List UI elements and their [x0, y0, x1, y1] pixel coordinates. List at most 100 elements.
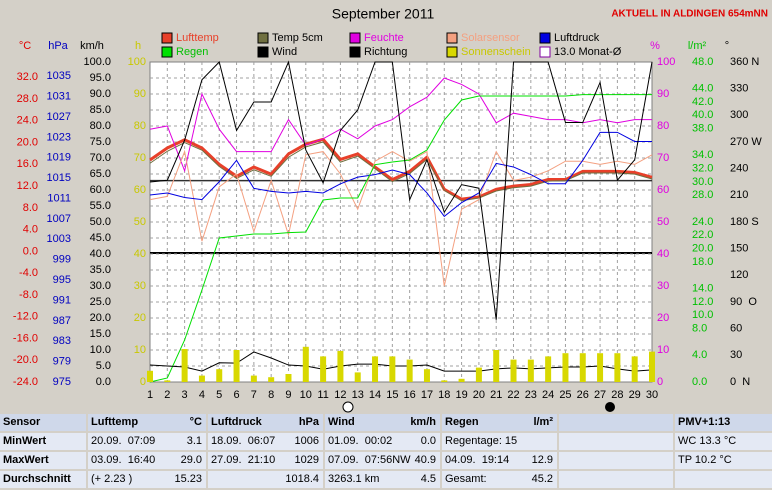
legend-label: Lufttemp	[176, 32, 219, 44]
cell-text: 45.2	[531, 473, 553, 485]
tick-label: 180 S	[730, 216, 759, 228]
x-tick-label: 11	[317, 389, 328, 401]
tick-label: 14.0	[692, 283, 713, 295]
tick-label: 5.0	[96, 360, 111, 372]
cell-text: 29.0	[180, 454, 202, 466]
tick-label: 90	[134, 88, 146, 100]
cell: 3263.1 km 4.5	[325, 471, 440, 488]
cell-text: 4.5	[420, 473, 436, 485]
cell	[675, 471, 772, 488]
legend-label: Temp 5cm	[272, 32, 323, 44]
cell: Luftdruck hPa	[208, 414, 323, 431]
tick-label: 70	[134, 152, 146, 164]
line	[149, 131, 652, 218]
cell-text: 1018.4	[285, 473, 319, 485]
cell-text: Lufttemp	[91, 416, 139, 428]
tick-label: 983	[53, 335, 71, 347]
tick-label: 80	[134, 120, 146, 132]
cell-text: 1006	[294, 435, 319, 447]
tick-label: 0.0	[96, 376, 111, 388]
tick-label: 60	[657, 184, 669, 196]
cell: 01.09. 00:02 0.0	[325, 433, 440, 450]
bar	[441, 380, 448, 382]
bar	[216, 369, 223, 382]
row-label: Durchschnitt	[0, 471, 86, 488]
tick-label: 0	[657, 376, 663, 388]
x-tick-label: 3	[182, 389, 188, 401]
cell: Lufttemp °C	[88, 414, 206, 431]
tick-label: 40.0	[90, 248, 111, 260]
tick-label: 991	[53, 294, 71, 306]
legend-label: Feuchte	[364, 32, 404, 44]
bar	[268, 377, 275, 382]
bar	[614, 353, 621, 382]
tick-label: 60	[730, 323, 742, 335]
x-tick-label: 23	[525, 389, 537, 401]
cell-unit: °C	[189, 416, 202, 428]
cell	[559, 471, 673, 488]
tick-label: 1007	[47, 213, 71, 225]
tick-label: 12.0	[692, 296, 713, 308]
x-tick-label: 4	[199, 389, 205, 401]
cell	[559, 433, 673, 450]
tick-label: 1015	[47, 172, 71, 184]
legend-swatch	[349, 46, 361, 58]
cell-text: 40.9	[414, 454, 436, 466]
tick-label: 20	[134, 312, 146, 324]
legend-label: Richtung	[364, 46, 407, 58]
x-tick-label: 28	[611, 389, 623, 401]
tick-label: 979	[53, 356, 71, 368]
x-tick-label: 25	[559, 389, 571, 401]
stats-table: Sensor Lufttemp °C Luftdruck hPa Wind km/h …	[0, 414, 772, 490]
tick-label: 10	[657, 344, 669, 356]
legend-label: Wind	[272, 46, 297, 58]
tick-label: -16.0	[13, 332, 38, 344]
bar	[147, 370, 153, 382]
cell-text: (+ 2.23 )	[91, 473, 133, 485]
legend-swatch	[257, 46, 269, 58]
row-label: MaxWert	[0, 452, 86, 469]
tick-label: 34.0	[692, 149, 713, 161]
tick-label: 60	[134, 184, 146, 196]
cell-text: Luftdruck	[211, 416, 262, 428]
line	[149, 77, 652, 173]
cell	[559, 414, 673, 431]
legend-label: Sonnenschein	[461, 46, 531, 58]
tick-label: 0.0	[692, 376, 707, 388]
cell-unit: km/h	[410, 416, 436, 428]
cell-text: 03.09. 16:40	[91, 454, 156, 466]
x-tick-label: 22	[507, 389, 519, 401]
table-row: MinWert 20.09. 07:09 3.1 18.09. 06:07 1006 01…	[0, 433, 772, 450]
tick-label: 20.0	[692, 243, 713, 255]
bar	[579, 353, 586, 382]
tick-label: 8.0	[692, 323, 707, 335]
tick-label: 85.0	[90, 104, 111, 116]
cell-unit: hPa	[298, 416, 319, 428]
tick-label: 240	[730, 163, 748, 175]
cell-text: 3263.1 km	[328, 473, 380, 485]
tick-label: 1011	[47, 192, 71, 204]
bar	[198, 375, 205, 382]
bar	[285, 374, 292, 382]
bar	[423, 369, 430, 382]
tick-label: 42.0	[692, 96, 713, 108]
cell: 1018.4	[208, 471, 323, 488]
bar	[475, 367, 482, 382]
tick-label: -4.0	[19, 267, 38, 279]
cell-unit: l/m²	[533, 416, 553, 428]
cell: Gesamt: 45.2	[442, 471, 557, 488]
tick-label: 80.0	[90, 120, 111, 132]
header-row: Sensor Lufttemp °C Luftdruck hPa Wind km/h …	[0, 414, 772, 431]
cell-text: 1029	[294, 454, 319, 466]
tick-label: 90 O	[730, 296, 757, 308]
x-tick-label: 26	[577, 389, 589, 401]
cell-text: 15.23	[174, 473, 202, 485]
legend-swatch	[161, 32, 173, 44]
tick-label: 24.0	[17, 115, 38, 127]
tick-label: 12.0	[17, 180, 38, 192]
cell	[559, 452, 673, 469]
tick-label: 95.0	[90, 72, 111, 84]
x-tick-label: 19	[455, 389, 467, 401]
cell-text: Regen	[445, 416, 479, 428]
tick-label: 55.0	[90, 200, 111, 212]
